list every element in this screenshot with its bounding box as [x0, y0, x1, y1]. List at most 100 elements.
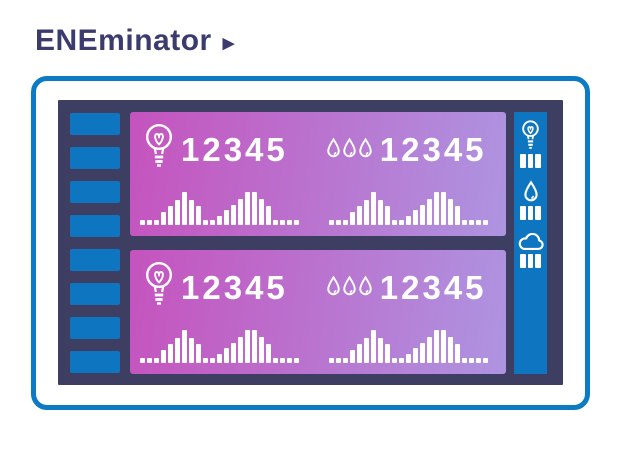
chart-bar: [357, 343, 362, 363]
chart-bar: [329, 358, 334, 363]
chart-bar: [217, 216, 222, 225]
chart-bar: [252, 192, 257, 225]
chart-bar: [364, 199, 369, 225]
sidebar-segment-button[interactable]: [70, 113, 120, 135]
chart-bar: [434, 192, 439, 225]
page-title: ENEminator ▶: [35, 24, 235, 58]
sidebar-item-water[interactable]: [520, 180, 541, 220]
usage-charts: [140, 330, 488, 363]
electric-value: 12345: [181, 268, 288, 306]
chart-bar: [378, 337, 383, 363]
chart-bar: [238, 336, 243, 363]
chart-bar: [371, 330, 376, 363]
chart-bar: [336, 220, 341, 225]
water-value: 12345: [379, 130, 487, 168]
chart-bar: [147, 358, 152, 363]
chart-bar: [343, 358, 348, 363]
sidebar-item-weather[interactable]: [517, 233, 545, 268]
chart-bar: [168, 343, 173, 363]
chart-bar: [280, 358, 285, 363]
chart-bar: [462, 220, 467, 225]
chart-bar: [434, 330, 439, 363]
chart-bar: [140, 358, 145, 363]
chart-bar: [399, 358, 404, 363]
water-usage-bar-chart: [329, 330, 488, 363]
chart-bar: [245, 192, 250, 225]
meter-area: 12345 12345: [130, 112, 506, 374]
chart-bar: [252, 330, 257, 363]
chart-bar: [182, 192, 187, 225]
sidebar-segment-button[interactable]: [70, 249, 120, 271]
chart-bar: [350, 349, 355, 363]
chart-bar: [287, 358, 292, 363]
chart-bar: [231, 204, 236, 225]
chart-bar: [329, 220, 334, 225]
chart-bar: [154, 358, 159, 363]
chart-bar: [203, 220, 208, 225]
screen-panel: 12345 12345: [58, 100, 563, 385]
chart-bar: [476, 358, 481, 363]
water-drops-icon: [326, 275, 373, 297]
chart-bar: [413, 348, 418, 363]
chart-bar: [448, 198, 453, 225]
bar-chart-icon: [520, 254, 541, 268]
chart-bar: [392, 358, 397, 363]
stats-row: 12345 12345: [144, 259, 487, 313]
device-frame: 12345 12345: [31, 76, 590, 410]
sidebar-segment-button[interactable]: [70, 317, 120, 339]
chart-bar: [420, 342, 425, 363]
chart-bar: [378, 199, 383, 225]
chart-bar: [455, 205, 460, 225]
chart-bar: [483, 220, 488, 225]
chart-bar: [343, 220, 348, 225]
sidebar-segment-button[interactable]: [70, 147, 120, 169]
electric-usage-bar-chart: [140, 192, 299, 225]
chart-bar: [161, 211, 166, 225]
chart-bar: [266, 343, 271, 363]
chart-bar: [371, 192, 376, 225]
chart-bar: [462, 358, 467, 363]
chart-bar: [224, 210, 229, 225]
meter-card-electric-water-2: 12345 12345: [130, 250, 506, 374]
chart-bar: [287, 220, 292, 225]
chart-bar: [413, 210, 418, 225]
chart-bar: [175, 337, 180, 363]
meter-card-electric-water-1: 12345 12345: [130, 112, 506, 236]
chart-bar: [420, 204, 425, 225]
water-drops-icon: [326, 137, 373, 159]
chart-bar: [147, 220, 152, 225]
chart-bar: [273, 220, 278, 225]
bar-chart-icon: [520, 206, 541, 220]
chart-bar: [392, 220, 397, 225]
sidebar-segment-button[interactable]: [70, 283, 120, 305]
stats-row: 12345 12345: [144, 121, 487, 175]
chart-bar: [224, 348, 229, 363]
sidebar-segment-button[interactable]: [70, 181, 120, 203]
chart-bar: [336, 358, 341, 363]
chart-bar: [154, 220, 159, 225]
chart-bar: [441, 330, 446, 363]
sidebar-item-electricity[interactable]: [520, 120, 541, 168]
chart-bar: [448, 336, 453, 363]
electric-value: 12345: [181, 130, 288, 168]
right-sidebar: [514, 112, 547, 374]
chart-bar: [238, 198, 243, 225]
water-usage-bar-chart: [329, 192, 488, 225]
electric-usage-bar-chart: [140, 330, 299, 363]
chart-bar: [364, 337, 369, 363]
cloud-icon: [517, 233, 545, 251]
chart-bar: [294, 358, 299, 363]
chart-bar: [168, 205, 173, 225]
chart-bar: [266, 205, 271, 225]
sidebar-segment-button[interactable]: [70, 351, 120, 373]
chart-bar: [350, 211, 355, 225]
chart-bar: [455, 343, 460, 363]
chart-bar: [441, 192, 446, 225]
chart-bar: [427, 198, 432, 225]
chart-bar: [294, 220, 299, 225]
chart-bar: [385, 343, 390, 363]
sidebar-segment-button[interactable]: [70, 215, 120, 237]
chart-bar: [210, 220, 215, 225]
chart-bar: [196, 205, 201, 225]
chart-bar: [210, 358, 215, 363]
